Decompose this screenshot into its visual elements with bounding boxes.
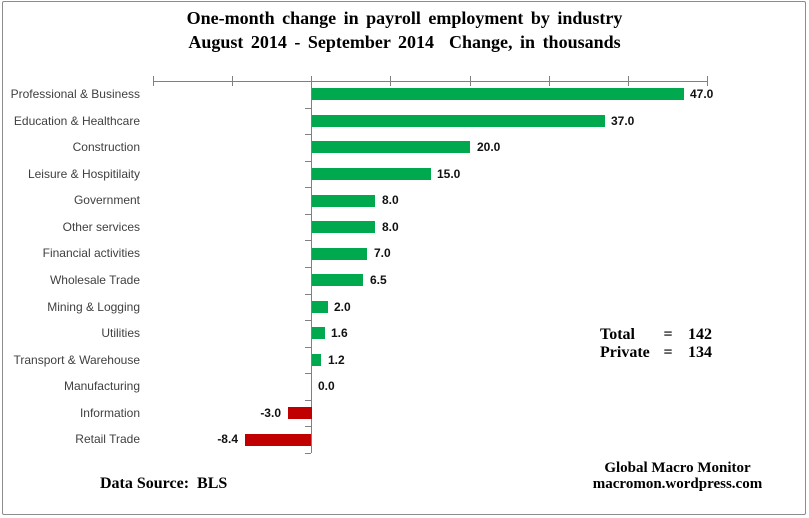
chart-title-line2: August 2014 - September 2014 Change, in …: [188, 32, 621, 52]
y-axis-tick: [305, 240, 311, 241]
category-label: Professional & Business: [10, 87, 140, 101]
bar: [312, 248, 367, 260]
private-label: Private: [600, 344, 650, 361]
category-label: Financial activities: [42, 246, 140, 260]
value-label: -8.4: [217, 432, 238, 446]
category-label: Government: [73, 193, 140, 207]
bar: [312, 274, 363, 286]
totals-annotation: Total = 142 Private = 134: [600, 326, 712, 362]
bar: [245, 434, 311, 446]
bar: [312, 115, 605, 127]
value-label: 8.0: [382, 220, 399, 234]
bar: [312, 354, 321, 366]
data-source-note: Data Source: BLS: [100, 475, 228, 492]
y-axis-tick: [305, 453, 311, 454]
total-equals: =: [663, 326, 673, 343]
y-axis: [311, 81, 312, 453]
x-axis-tick: [390, 76, 391, 86]
bar: [312, 88, 684, 100]
category-label: Utilities: [101, 326, 140, 340]
bar: [312, 141, 470, 153]
x-axis-tick: [232, 76, 233, 86]
brand-footer: Global Macro Monitor macromon.wordpress.…: [570, 460, 785, 492]
y-axis-tick: [305, 108, 311, 109]
x-axis-tick: [628, 76, 629, 86]
value-label: 20.0: [477, 140, 501, 154]
value-label: 37.0: [611, 114, 635, 128]
value-label: -3.0: [260, 406, 281, 420]
bar: [312, 221, 375, 233]
y-axis-tick: [305, 161, 311, 162]
value-label: 15.0: [437, 167, 461, 181]
private-value: 134: [688, 344, 712, 361]
y-axis-tick: [305, 134, 311, 135]
category-label: Other services: [62, 220, 140, 234]
value-label: 0.0: [318, 379, 335, 393]
private-equals: =: [663, 344, 673, 361]
category-label: Information: [79, 406, 140, 420]
y-axis-tick: [305, 347, 311, 348]
value-label: 1.2: [328, 353, 345, 367]
total-value: 142: [688, 326, 712, 343]
x-axis: [153, 81, 707, 82]
private-row: Private = 134: [600, 344, 712, 362]
chart-title-line1: One-month change in payroll employment b…: [186, 8, 623, 28]
bar: [312, 301, 328, 313]
category-label: Construction: [72, 140, 140, 154]
category-label: Mining & Logging: [47, 300, 140, 314]
y-axis-tick: [305, 267, 311, 268]
y-axis-tick: [305, 214, 311, 215]
bar: [312, 168, 431, 180]
category-label: Leisure & Hospitilaity: [27, 167, 140, 181]
y-axis-tick: [305, 373, 311, 374]
category-label: Transport & Warehouse: [13, 353, 141, 367]
total-label: Total: [600, 326, 635, 343]
y-axis-tick: [305, 187, 311, 188]
y-axis-tick: [305, 294, 311, 295]
value-label: 7.0: [374, 246, 391, 260]
y-axis-tick: [305, 320, 311, 321]
x-axis-tick: [707, 76, 708, 86]
total-row: Total = 142: [600, 326, 712, 344]
bar: [288, 407, 312, 419]
category-label: Manufacturing: [63, 379, 140, 393]
brand-name: Global Macro Monitor: [604, 460, 751, 476]
chart-title: One-month change in payroll employment b…: [0, 6, 809, 54]
bar: [312, 327, 325, 339]
value-label: 47.0: [690, 87, 714, 101]
x-axis-tick: [153, 76, 154, 86]
category-label: Education & Healthcare: [13, 114, 140, 128]
value-label: 6.5: [370, 273, 387, 287]
y-axis-tick: [305, 400, 311, 401]
x-axis-tick: [470, 76, 471, 86]
y-axis-tick: [305, 426, 311, 427]
brand-url: macromon.wordpress.com: [592, 476, 763, 492]
value-label: 1.6: [331, 326, 348, 340]
x-axis-tick: [549, 76, 550, 86]
category-label: Retail Trade: [75, 432, 140, 446]
category-label: Wholesale Trade: [49, 273, 140, 287]
bar: [312, 195, 375, 207]
value-label: 8.0: [382, 193, 399, 207]
value-label: 2.0: [334, 300, 351, 314]
